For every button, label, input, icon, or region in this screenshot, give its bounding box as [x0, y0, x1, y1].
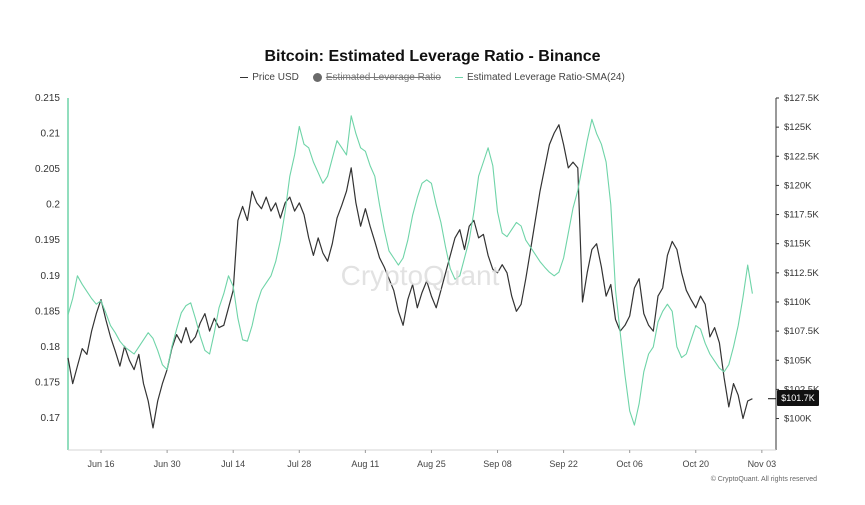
y-left-tick-label: 0.17 — [41, 413, 61, 424]
y-left-tick-label: 0.21 — [41, 129, 61, 140]
y-left-tick-label: 0.205 — [35, 164, 60, 175]
y-right-tick-label: $115K — [784, 239, 811, 250]
y-left-tick-label: 0.175 — [35, 377, 60, 388]
x-tick-label: Oct 20 — [683, 459, 710, 469]
legend-label-sma: Estimated Leverage Ratio-SMA(24) — [466, 72, 625, 83]
y-right-tick-label: $102.5K — [784, 384, 820, 395]
y-left-tick-label: 0.18 — [41, 342, 61, 353]
x-tick-label: Jul 28 — [287, 459, 311, 469]
x-tick-label: Sep 08 — [483, 459, 512, 469]
y-right-tick-label: $110K — [784, 297, 811, 308]
legend-item-leverage-ratio[interactable]: Estimated Leverage Ratio — [312, 72, 441, 83]
legend-item-sma[interactable]: Estimated Leverage Ratio-SMA(24) — [454, 72, 625, 83]
y-right-tick-label: $100K — [784, 414, 812, 425]
x-tick-label: Nov 03 — [748, 459, 777, 469]
x-tick-label: Aug 11 — [351, 459, 379, 469]
y-right-tick-label: $112.5K — [784, 268, 819, 279]
x-tick-label: Oct 06 — [616, 459, 643, 469]
legend-line-icon — [454, 77, 463, 78]
footer-copyright: © CryptoQuant. All rights reserved — [710, 476, 817, 483]
y-right-tick-label: $105K — [784, 355, 812, 366]
y-right-tick-label: $120K — [784, 180, 812, 191]
y-right-tick-label: $117.5K — [784, 210, 819, 221]
watermark: CryptoQuant — [341, 260, 500, 291]
current-price-badge: $101.7K — [777, 390, 819, 406]
x-tick-label: Jun 30 — [154, 459, 181, 469]
y-right-tick-label: $127.5K — [784, 93, 820, 104]
y-right-tick-label: $122.5K — [784, 151, 820, 162]
x-tick-label: Jun 16 — [88, 459, 115, 469]
series-line-price — [67, 124, 753, 429]
legend-item-price[interactable]: Price USD — [240, 72, 299, 83]
legend-label-price: Price USD — [252, 72, 299, 83]
x-tick-label: Sep 22 — [549, 459, 578, 469]
y-left-tick-label: 0.19 — [41, 271, 61, 282]
y-left-tick-label: 0.215 — [35, 93, 60, 104]
legend-line-icon — [240, 77, 249, 78]
x-tick-label: Aug 25 — [417, 459, 446, 469]
series-line-leverage-sma — [67, 115, 753, 426]
y-right-tick-label: $107.5K — [784, 326, 820, 337]
chart-title: Bitcoin: Estimated Leverage Ratio - Bina… — [264, 48, 601, 65]
y-right-tick-label: $125K — [784, 122, 812, 133]
y-left-tick-label: 0.2 — [46, 200, 60, 211]
x-tick-label: Jul 14 — [221, 459, 245, 469]
legend: Price USD Estimated Leverage Ratio Estim… — [0, 72, 865, 83]
y-left-tick-label: 0.185 — [35, 306, 60, 317]
y-left-tick-label: 0.195 — [35, 235, 60, 246]
legend-label-leverage-ratio: Estimated Leverage Ratio — [325, 72, 441, 83]
legend-dot-icon — [312, 73, 322, 82]
